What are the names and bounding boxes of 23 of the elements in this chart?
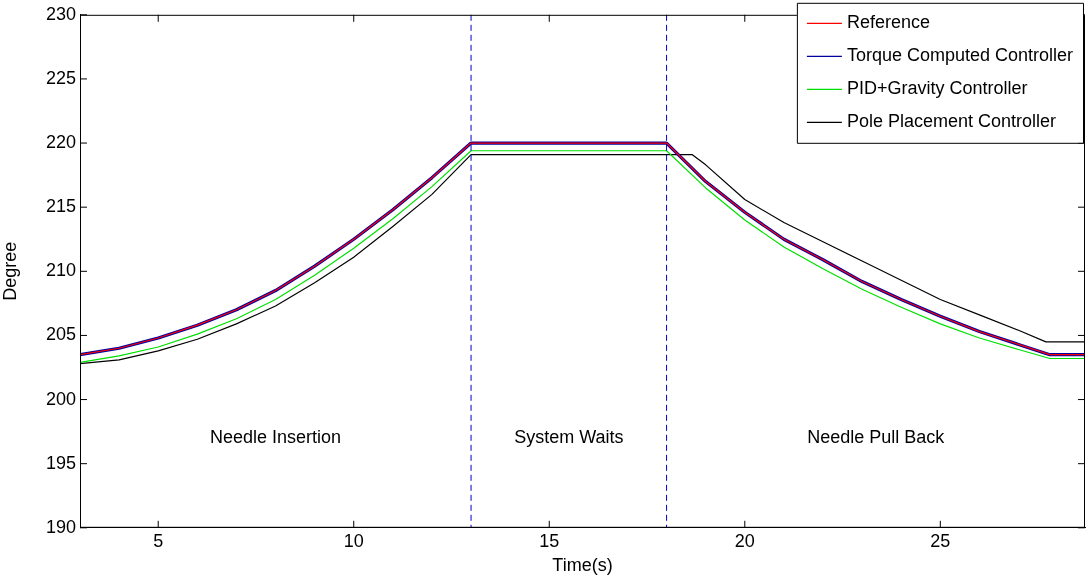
legend-label: PID+Gravity Controller bbox=[846, 78, 1028, 99]
x-tick-label: 25 bbox=[930, 530, 951, 551]
y-tick-label: 190 bbox=[45, 516, 76, 537]
annotation: System Waits bbox=[514, 426, 624, 447]
y-tick-label: 220 bbox=[45, 132, 76, 153]
x-tick-label: 15 bbox=[539, 530, 560, 551]
annotation: Needle Pull Back bbox=[807, 426, 946, 447]
annotation: Needle Insertion bbox=[209, 426, 342, 447]
y-tick-label: 225 bbox=[45, 67, 76, 88]
legend-label: Reference bbox=[846, 12, 930, 33]
y-tick-label: 200 bbox=[45, 388, 76, 409]
legend-label: Torque Computed Controller bbox=[846, 45, 1074, 66]
x-tick-label: 20 bbox=[734, 530, 755, 551]
y-tick-label: 210 bbox=[45, 260, 76, 281]
y-axis-title: Degree bbox=[0, 241, 20, 301]
legend-label: Pole Placement Controller bbox=[846, 111, 1056, 132]
x-tick-label: 5 bbox=[153, 530, 164, 551]
y-tick-label: 205 bbox=[45, 324, 76, 345]
x-axis-title: Time(s) bbox=[552, 555, 613, 576]
y-tick-label: 195 bbox=[45, 452, 76, 473]
y-tick-label: 230 bbox=[45, 3, 76, 24]
x-tick-label: 10 bbox=[343, 530, 364, 551]
y-tick-label: 215 bbox=[45, 196, 76, 217]
